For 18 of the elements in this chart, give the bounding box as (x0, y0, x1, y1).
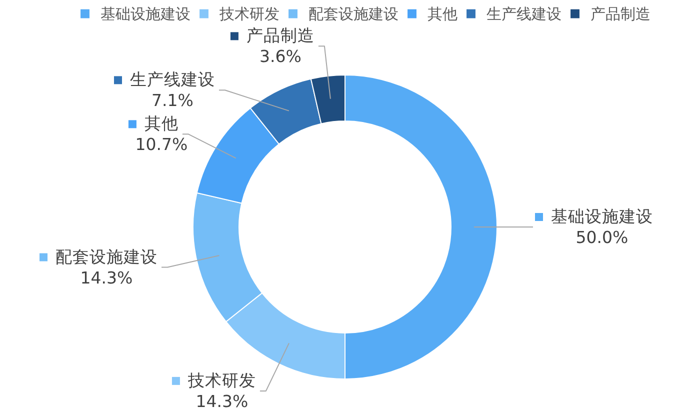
category-label: 产品制造 (590, 4, 650, 23)
legend-label: 其他 (144, 114, 178, 134)
category-label: 配套设施建设 (308, 4, 398, 23)
data-label: 3.6% (260, 47, 302, 66)
category-label: 生产线建设 (486, 4, 562, 23)
legend-label: 产品制造 (246, 26, 314, 46)
data-label: 10.7% (135, 135, 188, 154)
category-label: 技术研发 (220, 4, 280, 23)
data-label: 14.3% (196, 392, 248, 411)
legend-label: 技术研发 (186, 370, 256, 390)
data-label: 7.1% (152, 91, 194, 110)
category-label: 其他 (428, 4, 458, 23)
legend-label: 基础设施建设 (551, 207, 653, 226)
legend-label: 配套设施建设 (56, 247, 158, 266)
category-label: 基础设施建设 (100, 4, 190, 23)
legend-label: 生产线建设 (130, 70, 215, 90)
data-label: 50.0% (576, 228, 628, 247)
data-label: 14.3% (80, 268, 133, 288)
